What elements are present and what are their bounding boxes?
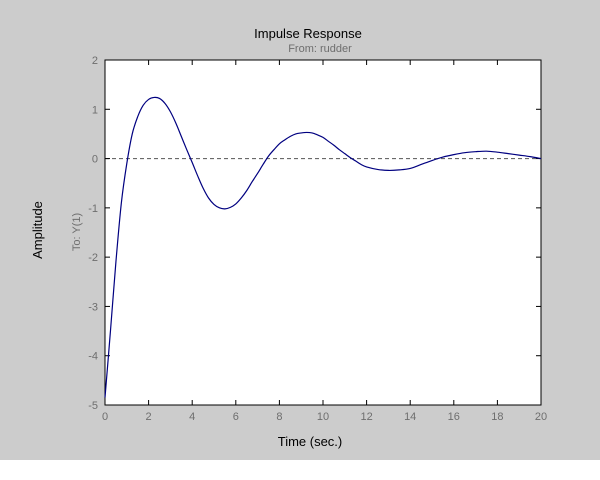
y-tick-label-1: -4 xyxy=(88,351,98,363)
y-ticks: -5 -4 -3 -2 -1 0 1 2 xyxy=(88,55,541,412)
x-tick-label-10: 20 xyxy=(535,411,547,423)
x-tick-label-5: 10 xyxy=(317,411,329,423)
y-tick-label-6: 1 xyxy=(92,104,98,116)
y-axis-label: Amplitude xyxy=(30,201,45,259)
y-tick-label-2: -3 xyxy=(88,301,98,313)
x-tick-label-0: 0 xyxy=(102,411,108,423)
x-ticks: 0 2 4 6 8 10 12 14 16 18 20 xyxy=(102,60,547,423)
y-tick-label-0: -5 xyxy=(88,400,98,412)
figure-background: 0 2 4 6 8 10 12 14 16 18 20 -5 -4 -3 -2 -1 0 1 2 Impulse … xyxy=(0,0,600,460)
x-tick-label-9: 18 xyxy=(491,411,503,423)
y-tick-label-5: 0 xyxy=(92,154,98,166)
x-tick-label-8: 16 xyxy=(448,411,460,423)
chart-subtitle: From: rudder xyxy=(288,43,352,55)
y-tick-label-7: 2 xyxy=(92,55,98,67)
x-tick-label-7: 14 xyxy=(404,411,416,423)
y-tick-label-3: -2 xyxy=(88,252,98,264)
x-tick-label-3: 6 xyxy=(233,411,239,423)
chart-title: Impulse Response xyxy=(254,26,362,41)
x-tick-label-1: 2 xyxy=(146,411,152,423)
output-channel-label: To: Y(1) xyxy=(71,213,83,251)
series-line xyxy=(104,96,542,398)
x-axis-label: Time (sec.) xyxy=(278,434,343,449)
plot-area xyxy=(104,59,542,406)
x-tick-label-2: 4 xyxy=(189,411,195,423)
x-tick-label-4: 8 xyxy=(276,411,282,423)
y-tick-label-4: -1 xyxy=(88,203,98,215)
x-tick-label-6: 12 xyxy=(360,411,372,423)
